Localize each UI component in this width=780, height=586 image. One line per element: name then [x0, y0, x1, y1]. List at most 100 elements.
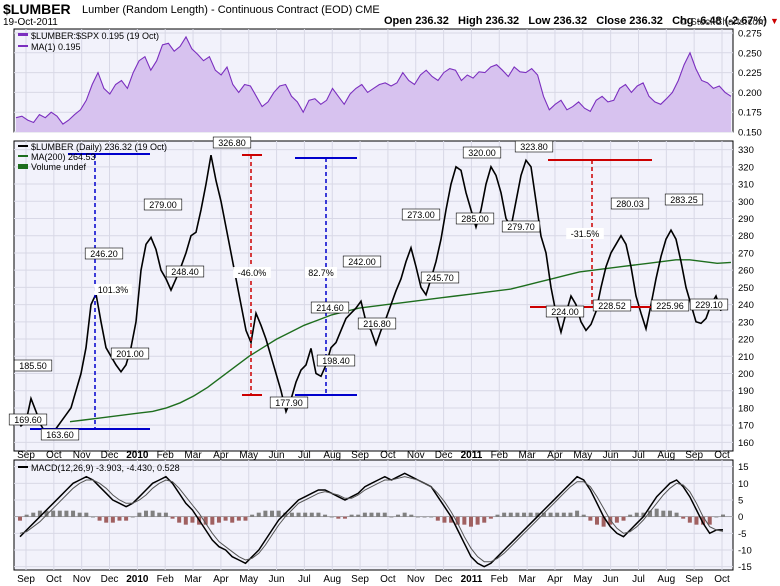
histogram-bar: [270, 510, 275, 517]
macd-x-tick-label: Oct: [714, 574, 730, 585]
ma-legend: MA(200) 264.53: [31, 152, 96, 162]
macd-x-tick-label: Nov: [73, 574, 91, 585]
histogram-bar: [515, 512, 520, 517]
histogram-bar: [568, 512, 573, 517]
price-x-tick-label: Jul: [632, 450, 645, 461]
percent-change-label: -46.0%: [238, 268, 267, 278]
histogram-bar: [714, 516, 719, 518]
annotation-box: [269, 396, 309, 409]
price-x-tick-label: Aug: [657, 450, 675, 461]
annotation-box: [514, 140, 554, 153]
price-x-tick-label: Sep: [685, 450, 703, 461]
annotation-box: [8, 413, 48, 426]
histogram-bar: [449, 516, 454, 523]
pct-bg: [566, 228, 604, 239]
macd-x-tick-label: Dec: [435, 574, 453, 585]
ratio-ma-swatch: [18, 45, 28, 47]
histogram-bar: [522, 512, 527, 517]
price-legend: $LUMBER (Daily) 236.32 (19 Oct) MA(200) …: [18, 142, 167, 172]
ratio-y-tick-label: 0.225: [738, 68, 762, 79]
histogram-bar: [455, 516, 460, 525]
ratio-title: $LUMBER:$SPX 0.195 (19 Oct): [31, 31, 159, 41]
histogram-bar: [594, 516, 599, 525]
price-y-tick-label: 160: [738, 438, 754, 449]
price-x-tick-label: Dec: [101, 450, 119, 461]
ratio-y-tick-label: 0.200: [738, 88, 762, 99]
histogram-bar: [369, 512, 374, 517]
histogram-bar: [230, 516, 235, 523]
price-annotation: 216.80: [363, 319, 391, 329]
ratio-area: [16, 36, 731, 132]
price-y-tick-label: 270: [738, 248, 754, 259]
price-y-tick-label: 230: [738, 317, 754, 328]
histogram-bar: [402, 512, 407, 517]
annotation-box: [689, 298, 729, 311]
annotation-box: [545, 305, 585, 318]
histogram-bar: [555, 512, 560, 517]
histogram-bar: [31, 512, 36, 517]
macd-x-tick-label: Aug: [657, 574, 675, 585]
annotation-box: [501, 220, 541, 233]
histogram-bar: [648, 510, 653, 517]
price-y-tick-label: 310: [738, 180, 754, 191]
price-panel: [13, 140, 734, 452]
histogram-bar: [110, 516, 115, 523]
annotation-box: [316, 354, 356, 367]
watermark: © StockCharts.com: [680, 17, 767, 28]
quote-bar: Open 236.32 High 236.32 Low 236.32 Close…: [384, 15, 779, 27]
histogram-bar: [323, 514, 328, 517]
histogram-bar: [223, 516, 228, 521]
macd-x-tick-label: Sep: [17, 574, 35, 585]
histogram-bar: [250, 514, 255, 517]
price-y-tick-label: 240: [738, 300, 754, 311]
annotation-box: [310, 301, 350, 314]
histogram-bar: [104, 516, 109, 523]
ratio-ma-legend: MA(1) 0.195: [31, 42, 81, 52]
macd-x-tick-label: Apr: [213, 574, 229, 585]
histogram-bar: [621, 516, 626, 521]
percent-change-label: -31.5%: [571, 229, 600, 239]
histogram-bar: [429, 516, 434, 518]
histogram-bar: [661, 510, 666, 517]
histogram-bar: [97, 516, 102, 521]
price-annotation: 169.60: [14, 415, 42, 425]
histogram-bar: [468, 516, 473, 527]
price-y-tick-label: 180: [738, 403, 754, 414]
histogram-bar: [508, 512, 513, 517]
histogram-bar: [409, 514, 414, 517]
price-x-tick-label: Mar: [184, 450, 202, 461]
annotation-box: [84, 247, 124, 260]
price-x-tick-label: Nov: [73, 450, 91, 461]
open-value: 236.32: [415, 15, 449, 27]
price-y-tick-label: 250: [738, 283, 754, 294]
annotation-box: [357, 317, 397, 330]
annotation-box: [610, 197, 650, 210]
histogram-bar: [263, 510, 268, 517]
price-x-tick-label: Jun: [603, 450, 619, 461]
price-x-tick-label: May: [239, 450, 258, 461]
histogram-bar: [316, 512, 321, 517]
annotation-box: [664, 193, 704, 206]
histogram-bar: [482, 516, 487, 523]
low-value: 236.32: [553, 15, 588, 27]
histogram-bar: [24, 514, 29, 517]
price-annotations: 169.60 185.50 163.60 246.20 101.3% 201.00 279.…: [8, 136, 729, 441]
histogram-bar: [548, 512, 553, 517]
histogram-bar: [415, 516, 420, 518]
macd-x-tick-label: 2010: [126, 574, 149, 585]
price-annotation: 326.80: [218, 138, 246, 148]
annotation-box: [420, 271, 460, 284]
chart-description: Lumber (Random Length) - Continuous Cont…: [82, 4, 380, 16]
price-annotation: 320.00: [468, 148, 496, 158]
macd-x-tick-label: Sep: [351, 574, 369, 585]
price-y-tick-label: 320: [738, 162, 754, 173]
price-annotation: 201.00: [116, 349, 144, 359]
price-y-tick-label: 300: [738, 197, 754, 208]
histogram-bar: [376, 512, 381, 517]
macd-y-tick-label: -10: [738, 546, 752, 557]
close-label: Close: [596, 15, 627, 27]
histogram-bar: [117, 516, 122, 521]
close-value: 236.32: [629, 15, 663, 27]
histogram-bar: [342, 516, 347, 519]
histogram-bar: [601, 516, 606, 527]
